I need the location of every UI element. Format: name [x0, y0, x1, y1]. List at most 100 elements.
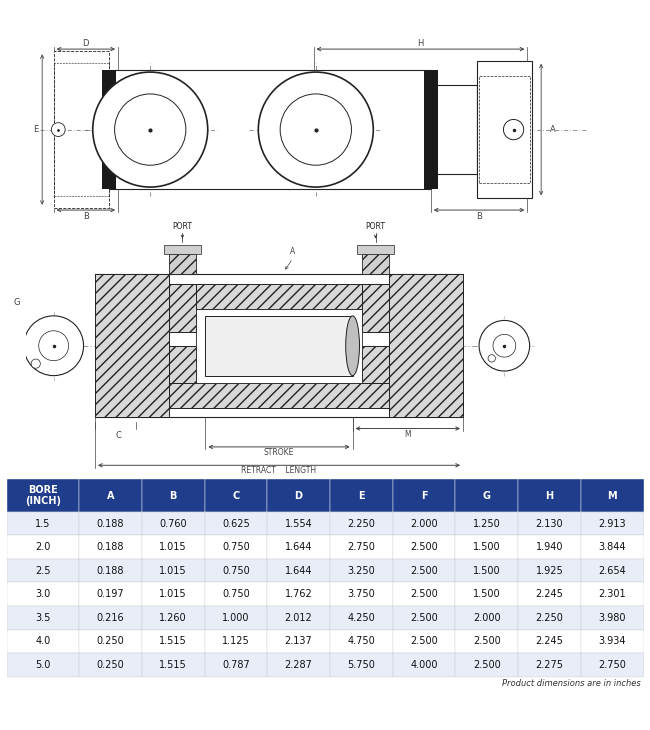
Text: 2.012: 2.012: [285, 613, 313, 623]
Text: B: B: [83, 212, 89, 221]
Text: E: E: [358, 491, 365, 501]
Bar: [330, 653, 393, 677]
Bar: [424, 70, 437, 189]
Bar: [389, 274, 463, 417]
Text: 1.125: 1.125: [222, 637, 250, 646]
Bar: [142, 606, 205, 629]
Bar: [330, 583, 393, 606]
Text: 2.500: 2.500: [410, 542, 438, 552]
Bar: [393, 583, 456, 606]
Bar: [54, 63, 109, 196]
Bar: [518, 535, 581, 559]
Bar: [393, 512, 456, 535]
Text: 0.760: 0.760: [159, 518, 187, 529]
Bar: [95, 274, 168, 417]
Text: 2.137: 2.137: [285, 637, 313, 646]
Bar: [518, 653, 581, 677]
Ellipse shape: [280, 94, 352, 165]
Bar: [581, 583, 644, 606]
Bar: [142, 583, 205, 606]
Text: 1.015: 1.015: [159, 542, 187, 552]
Bar: [456, 653, 518, 677]
Text: 0.750: 0.750: [222, 566, 250, 576]
Text: C: C: [115, 431, 121, 439]
Bar: [6, 606, 79, 629]
Bar: [456, 583, 518, 606]
Bar: [102, 70, 116, 189]
Text: 3.750: 3.750: [348, 589, 375, 599]
Ellipse shape: [258, 72, 373, 187]
Text: M: M: [404, 429, 411, 439]
Text: 4.750: 4.750: [348, 637, 375, 646]
Text: D: D: [83, 39, 89, 47]
Text: 3.5: 3.5: [35, 613, 51, 623]
Text: D: D: [294, 491, 303, 501]
Text: A: A: [290, 247, 296, 256]
Bar: [581, 559, 644, 583]
Bar: [79, 535, 142, 559]
Text: 2.750: 2.750: [347, 542, 375, 552]
Bar: [168, 254, 196, 274]
Bar: [205, 480, 267, 512]
Bar: [142, 629, 205, 653]
Bar: [581, 606, 644, 629]
Text: 2.245: 2.245: [536, 589, 564, 599]
Text: 1.260: 1.260: [159, 613, 187, 623]
Bar: [456, 480, 518, 512]
Bar: [456, 606, 518, 629]
Text: 0.188: 0.188: [97, 542, 124, 552]
Text: 1.5: 1.5: [35, 518, 51, 529]
Text: H: H: [545, 491, 554, 501]
Bar: [518, 606, 581, 629]
Bar: [205, 606, 267, 629]
Text: 2.250: 2.250: [536, 613, 564, 623]
Text: 1.015: 1.015: [159, 566, 187, 576]
Bar: [330, 480, 393, 512]
Text: PORT: PORT: [365, 222, 385, 231]
Text: 1.515: 1.515: [159, 637, 187, 646]
Text: Product dimensions are in inches: Product dimensions are in inches: [502, 679, 640, 688]
Text: 0.188: 0.188: [97, 518, 124, 529]
Bar: [267, 480, 330, 512]
Bar: [6, 583, 79, 606]
Bar: [79, 653, 142, 677]
Text: BORE
(INCH): BORE (INCH): [25, 485, 61, 506]
Text: B: B: [476, 212, 482, 221]
Bar: [79, 629, 142, 653]
Bar: [6, 629, 79, 653]
Bar: [393, 653, 456, 677]
Bar: [330, 559, 393, 583]
Circle shape: [24, 316, 84, 376]
Circle shape: [479, 320, 530, 371]
Text: 3.250: 3.250: [348, 566, 375, 576]
Bar: [6, 653, 79, 677]
Ellipse shape: [93, 72, 208, 187]
Bar: [330, 535, 393, 559]
Text: 2.500: 2.500: [410, 613, 438, 623]
Text: 0.787: 0.787: [222, 660, 250, 670]
Bar: [6, 535, 79, 559]
Bar: [581, 629, 644, 653]
Text: RETRACT    LENGTH: RETRACT LENGTH: [241, 466, 317, 475]
Bar: [393, 535, 456, 559]
Text: 2.500: 2.500: [410, 566, 438, 576]
Bar: [196, 309, 362, 383]
Text: 1.500: 1.500: [473, 566, 500, 576]
Bar: [6, 480, 79, 512]
Bar: [6, 559, 79, 583]
Bar: [142, 559, 205, 583]
Bar: [518, 629, 581, 653]
Bar: [581, 653, 644, 677]
Text: 0.625: 0.625: [222, 518, 250, 529]
Text: G: G: [483, 491, 491, 501]
Circle shape: [51, 123, 65, 137]
Text: 0.750: 0.750: [222, 589, 250, 599]
Bar: [95, 284, 463, 309]
Text: 1.940: 1.940: [536, 542, 563, 552]
Bar: [479, 76, 530, 183]
Text: 4.000: 4.000: [410, 660, 437, 670]
Text: 1.644: 1.644: [285, 566, 313, 576]
Text: M: M: [607, 491, 617, 501]
Text: 3.934: 3.934: [599, 637, 626, 646]
Text: 2.654: 2.654: [598, 566, 626, 576]
